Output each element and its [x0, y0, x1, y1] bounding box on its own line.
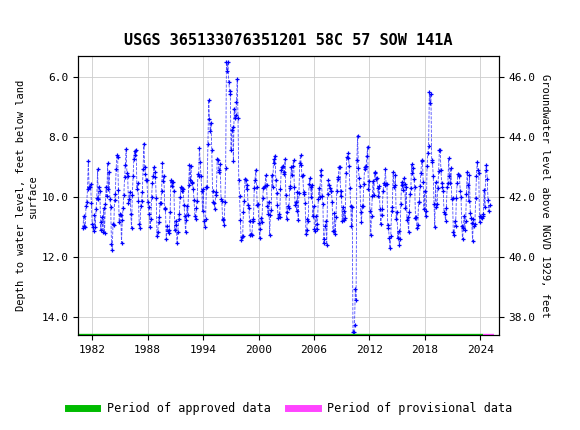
Text: USGS: USGS	[10, 9, 47, 25]
Title: USGS 365133076351201 58C 57 SOW 141A: USGS 365133076351201 58C 57 SOW 141A	[124, 33, 453, 48]
FancyBboxPatch shape	[2, 2, 68, 34]
Y-axis label: Groundwater level above NGVD 1929, feet: Groundwater level above NGVD 1929, feet	[539, 74, 550, 317]
Legend: Period of approved data, Period of provisional data: Period of approved data, Period of provi…	[63, 397, 517, 420]
Y-axis label: Depth to water level, feet below land
surface: Depth to water level, feet below land su…	[16, 80, 38, 311]
Text: ▒USGS: ▒USGS	[3, 8, 72, 26]
